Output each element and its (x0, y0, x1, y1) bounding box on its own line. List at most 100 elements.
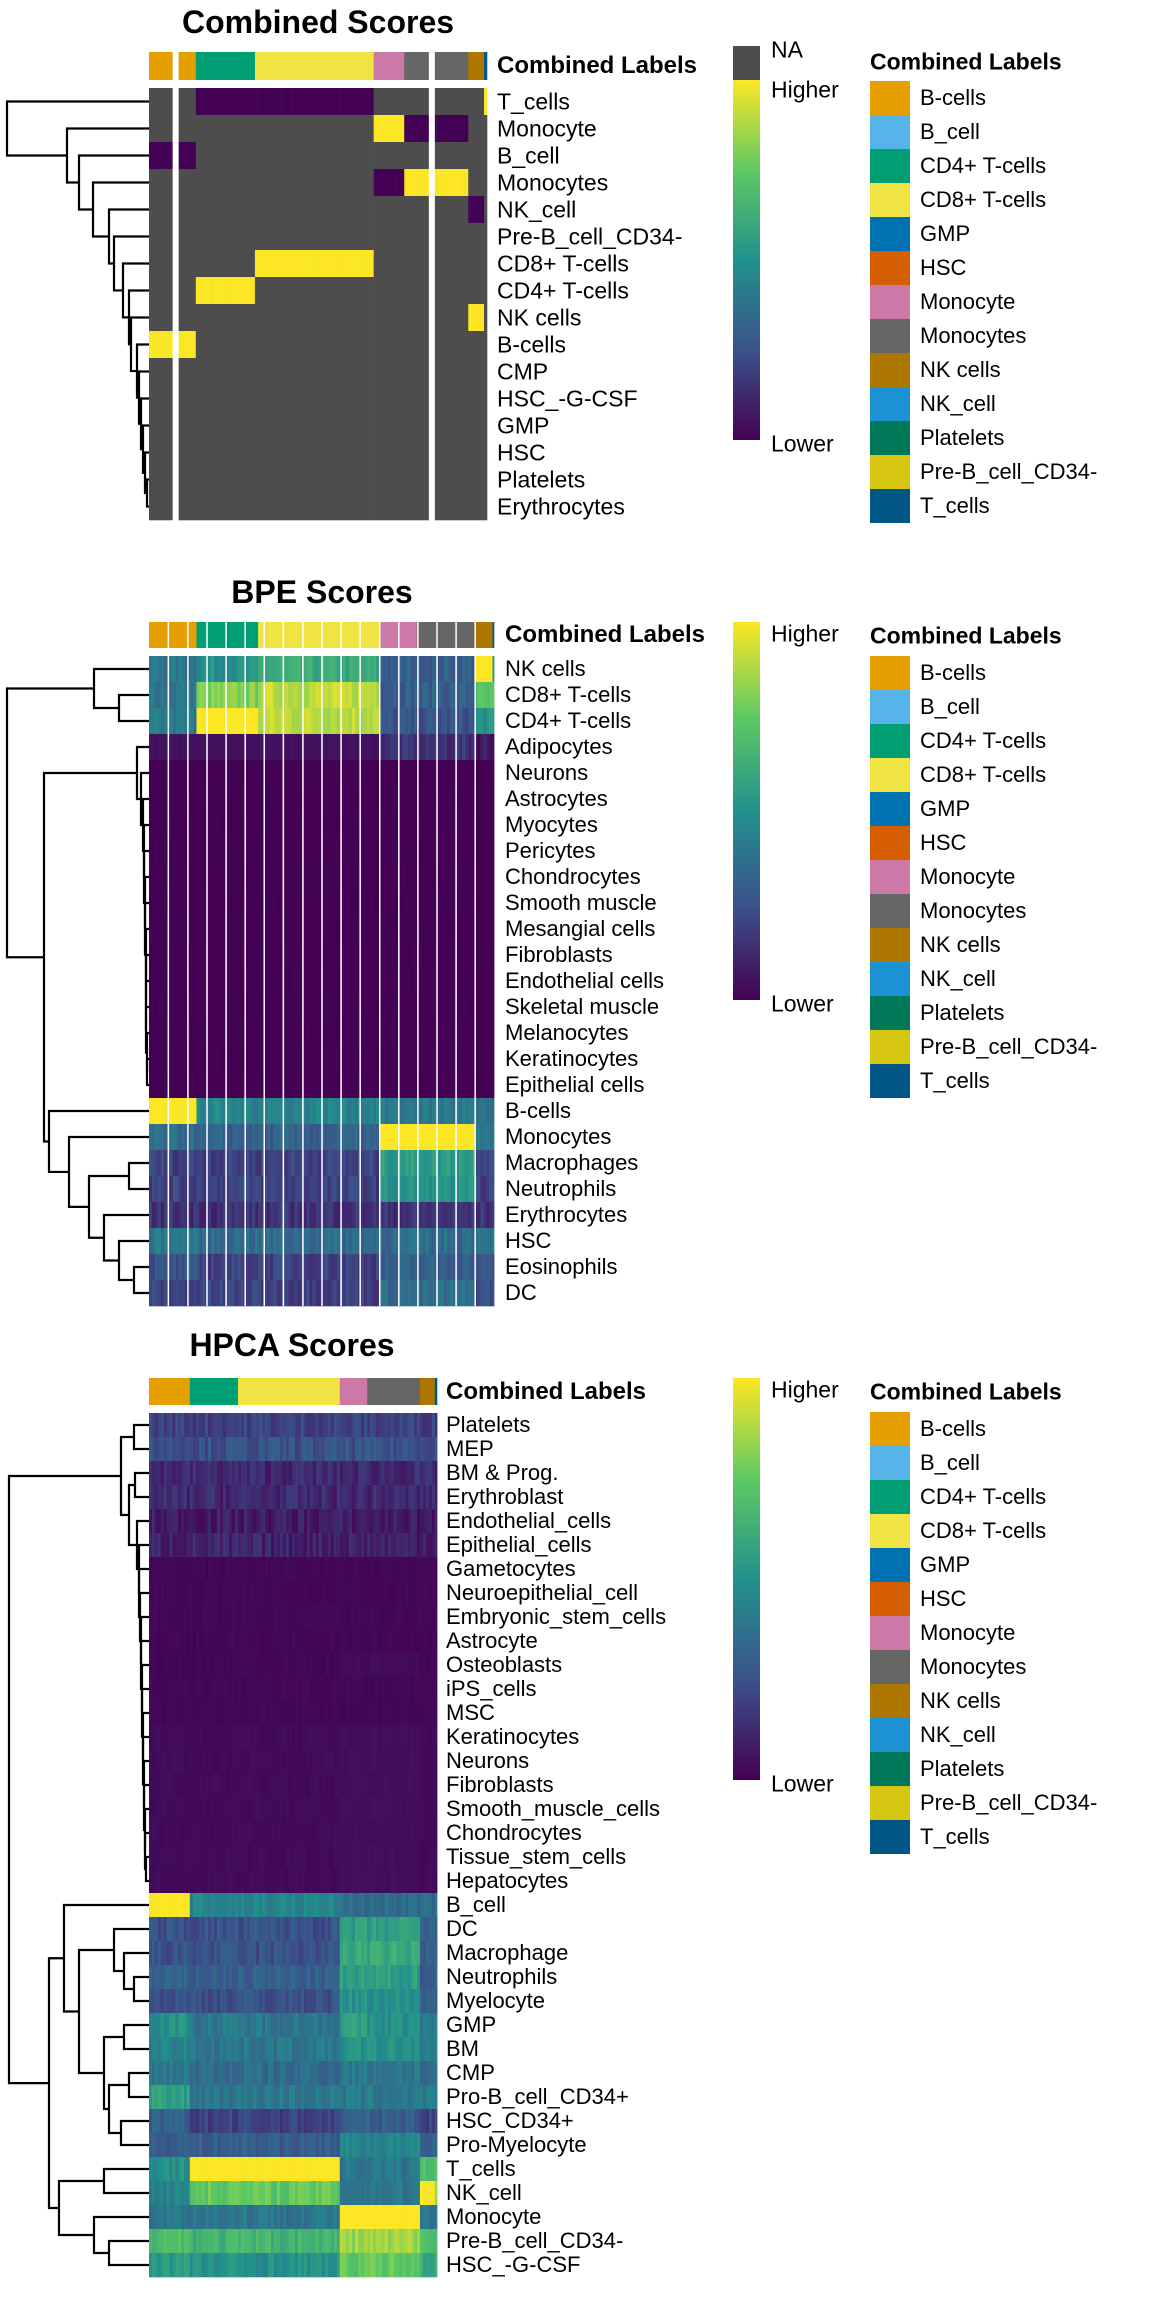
heatmap-cell (366, 812, 371, 839)
heatmap-cell (267, 968, 271, 995)
heatmap-cell (324, 812, 329, 839)
heatmap-cell (228, 786, 233, 813)
heatmap-cell (303, 1046, 307, 1073)
heatmap-cell (178, 656, 183, 683)
heatmap-cell (309, 916, 313, 943)
heatmap-cell (333, 1020, 338, 1047)
heatmap-cell (437, 1020, 442, 1047)
heatmap-cell (225, 942, 230, 969)
heatmap-cell (149, 916, 153, 943)
heatmap-cell (204, 277, 209, 305)
heatmap-cell (336, 1020, 341, 1047)
heatmap-cell (272, 250, 277, 278)
heatmap-cell (410, 812, 415, 839)
heatmap-cell (462, 968, 466, 995)
heatmap-cell (413, 838, 418, 865)
heatmap-cell (270, 1046, 274, 1073)
heatmap-cell (149, 1072, 153, 1099)
heatmap-cell (373, 88, 405, 116)
heatmap-cell (486, 812, 490, 839)
heatmap-cell (225, 838, 230, 865)
heatmap-cell (431, 864, 436, 891)
heatmap-cell (157, 734, 162, 761)
heatmap-cell (468, 786, 472, 813)
heatmap-cell (214, 968, 218, 995)
heatmap-cell (258, 760, 262, 787)
heatmap-cell (214, 656, 218, 683)
heatmap-cell (471, 812, 475, 839)
heatmap-cell (279, 708, 283, 735)
heatmap-cell (199, 994, 203, 1021)
heatmap-cell (246, 812, 250, 839)
heatmap-cell (401, 169, 405, 197)
heatmap-cell (258, 812, 262, 839)
heatmap-cell (246, 1072, 250, 1099)
heatmap-cell (456, 968, 460, 995)
heatmap-cell (267, 864, 271, 891)
heatmap-cell (410, 760, 415, 787)
heatmap-cell (291, 994, 295, 1021)
heatmap-cell (360, 864, 365, 891)
heatmap-cell (449, 169, 454, 197)
heatmap-cell (219, 942, 224, 969)
heatmap-cell (492, 760, 495, 787)
heatmap-cell (483, 864, 487, 891)
heatmap-cell (480, 864, 484, 891)
heatmap-cell (299, 88, 303, 116)
heatmap-cell (456, 812, 460, 839)
heatmap-cell (254, 250, 259, 278)
heatmap-cell (261, 708, 265, 735)
heatmap-cell (297, 812, 301, 839)
heatmap-cell (172, 734, 177, 761)
heatmap-cell (324, 708, 329, 735)
heatmap-cell (410, 656, 415, 683)
heatmap-cell (486, 786, 490, 813)
heatmap-cell (202, 656, 206, 683)
heatmap-cell (195, 142, 256, 170)
heatmap-cell (299, 250, 303, 278)
heatmap-cell (381, 994, 386, 1021)
heatmap-cell (477, 196, 482, 224)
heatmap-cell (260, 250, 265, 278)
heatmap-cell (246, 838, 250, 865)
heatmap-cell (231, 942, 236, 969)
heatmap-cell (447, 786, 451, 813)
heatmap-cell (196, 838, 200, 865)
heatmap-cell (372, 812, 377, 839)
heatmap-cell (214, 812, 218, 839)
heatmap-cell (249, 734, 253, 761)
heatmap-cell (483, 656, 487, 683)
heatmap-cell (315, 838, 319, 865)
heatmap-cell (151, 1020, 156, 1047)
heatmap-cell (465, 864, 469, 891)
heatmap-cell (440, 864, 445, 891)
heatmap-cell (393, 812, 397, 839)
heatmap-cell (453, 968, 457, 995)
heatmap-cell (315, 708, 319, 735)
annotation-segment (474, 622, 493, 648)
heatmap-cell (149, 968, 153, 995)
heatmap-cell (321, 682, 326, 709)
heatmap-cell (486, 734, 490, 761)
row-label: GMP (497, 412, 550, 438)
heatmap-cell (163, 1020, 168, 1047)
heatmap-cell (321, 838, 326, 865)
heatmap-cell (228, 277, 232, 305)
heatmap-cell (303, 838, 307, 865)
heatmap-cell (384, 760, 389, 787)
heatmap-cell (309, 1020, 313, 1047)
heatmap-cell (193, 708, 197, 735)
heatmap-cell (270, 916, 274, 943)
heatmap-cell (195, 493, 256, 521)
heatmap-cell (324, 656, 329, 683)
heatmap-cell (312, 942, 316, 969)
heatmap-cell (450, 786, 454, 813)
heatmap-cell (273, 656, 277, 683)
heatmap-cell (484, 358, 488, 386)
row-label: B-cells (497, 331, 567, 357)
heatmap-cell (267, 1020, 271, 1047)
heatmap-cell (249, 968, 253, 995)
heatmap-cell (246, 968, 250, 995)
heatmap-cell (240, 656, 244, 683)
